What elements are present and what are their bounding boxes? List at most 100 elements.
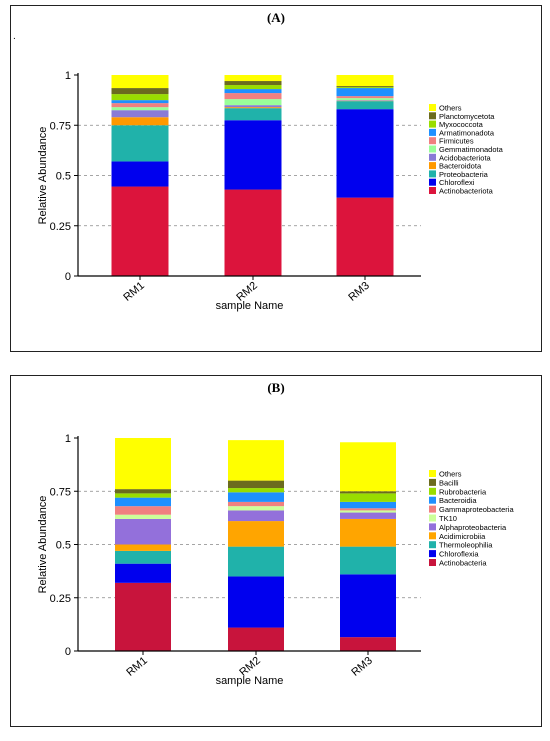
legend-label: Others	[439, 470, 462, 479]
y-tick-label: 0.5	[56, 540, 71, 552]
bar-segment-actinobacteriota-rm2	[224, 189, 282, 276]
figure-mark: .	[13, 31, 16, 42]
legend-swatch	[429, 128, 436, 136]
bar-segment-bacilli-rm2	[228, 480, 284, 489]
y-tick-label: 0.25	[50, 221, 71, 233]
bar-segment-bacilli-rm1	[115, 489, 171, 494]
legend-swatch	[429, 514, 436, 522]
bar-segment-bacteroidota-rm1	[111, 117, 169, 126]
bar-segment-bacteroidota-rm2	[224, 107, 282, 109]
bar-segment-myxococcota-rm2	[224, 85, 282, 90]
legend-swatch	[429, 112, 436, 120]
bar-segment-others-rm1	[111, 75, 169, 89]
y-tick-label: 1	[65, 70, 71, 82]
legend-label: Actinobacteria	[439, 559, 487, 568]
bar-segment-rubrobacteria-rm2	[228, 488, 284, 493]
bar-segment-firmicutes-rm1	[111, 103, 169, 108]
bar-segment-acidimicrobiia-rm2	[228, 521, 284, 547]
legend-label: Gammaproteobacteria	[439, 505, 514, 514]
x-tick-label: RM1	[121, 280, 147, 304]
y-tick-label: 0.5	[56, 171, 71, 183]
legend-label: Thermoleophilia	[439, 541, 493, 550]
bar-segment-chloroflexia-rm1	[115, 563, 171, 583]
legend-label: Others	[439, 104, 462, 113]
bar-segment-chloroflexia-rm3	[340, 574, 396, 638]
legend-swatch	[429, 162, 436, 170]
y-tick-label: 0.75	[50, 120, 71, 132]
legend-swatch	[429, 496, 436, 504]
bar-segment-acidobacteriota-rm3	[336, 100, 394, 101]
bar-segment-rubrobacteria-rm1	[115, 493, 171, 498]
bar-segment-acidobacteriota-rm2	[224, 105, 282, 108]
bar-segment-myxococcota-rm1	[111, 94, 169, 101]
bar-segment-acidimicrobiia-rm3	[340, 518, 396, 547]
legend-swatch	[429, 120, 436, 128]
legend-swatch	[429, 104, 436, 111]
legend-label: Rubrobacteria	[439, 487, 487, 496]
bar-segment-bacteroidia-rm2	[228, 492, 284, 502]
legend-swatch	[429, 470, 436, 477]
y-tick-label: 0	[65, 646, 71, 658]
bar-segment-chloroflexia-rm2	[228, 576, 284, 628]
bar-segment-actinobacteria-rm3	[340, 637, 396, 651]
legend-swatch	[429, 137, 436, 145]
y-axis-title: Relative Abundance	[37, 496, 49, 594]
bar-segment-bacilli-rm3	[340, 491, 396, 494]
legend-label: Proteobacteria	[439, 170, 489, 179]
bar-segment-actinobacteriota-rm3	[336, 197, 394, 276]
bar-segment-chloroflexi-rm2	[224, 120, 282, 190]
bar-segment-others-rm2	[228, 440, 284, 481]
bar-segment-bacteroidia-rm3	[340, 501, 396, 509]
bar-segment-gemmatimonadota-rm1	[111, 107, 169, 111]
legend-label: Chloroflexi	[439, 178, 475, 187]
x-tick-label: RM1	[124, 655, 150, 679]
legend-swatch	[429, 170, 436, 178]
legend-label: Actinobacteriota	[439, 187, 494, 196]
bar-segment-chloroflexi-rm1	[111, 161, 169, 187]
bar-segment-firmicutes-rm2	[224, 93, 282, 100]
legend-label: Gemmatimonadota	[439, 145, 504, 154]
legend-swatch	[429, 187, 436, 194]
bar-segment-armatimonadota-rm1	[111, 100, 169, 104]
x-tick-label: RM3	[346, 280, 372, 304]
bar-segment-tk10-rm1	[115, 514, 171, 519]
chart-panel-b: (B) RM1 RM2 RM3 0 0.25 0.5 0.75 1 sample Name Rel…	[10, 375, 542, 727]
chart-title: (B)	[267, 380, 285, 395]
bar-segment-bacteroidia-rm1	[115, 497, 171, 507]
bar-segment-planctomycetota-rm2	[224, 81, 282, 86]
bar-segment-armatimonadota-rm3	[336, 88, 394, 97]
legend-swatch	[429, 523, 436, 531]
bar-segment-others-rm2	[224, 75, 282, 82]
bar-segment-chloroflexi-rm3	[336, 109, 394, 198]
chart-title: (A)	[266, 10, 286, 25]
legend-swatch	[429, 153, 436, 161]
y-tick-label: 0.25	[50, 593, 71, 605]
x-tick-label: RM3	[349, 655, 375, 679]
bar-segment-gemmatimonadota-rm3	[336, 98, 394, 101]
legend-label: Chloroflexia	[439, 550, 479, 559]
bar-segment-thermoleophilia-rm3	[340, 546, 396, 575]
bar-segment-proteobacteria-rm1	[111, 125, 169, 162]
y-axis-title: Relative Abundance	[37, 127, 49, 225]
bar-segment-alphaproteobacteria-rm2	[228, 510, 284, 522]
legend-label: Alphaproteobacteria	[439, 523, 507, 532]
y-tick-label: 0	[65, 271, 71, 283]
legend-label: Firmicutes	[439, 137, 474, 146]
legend-swatch	[429, 505, 436, 513]
bar-segment-firmicutes-rm3	[336, 96, 394, 99]
bar-segment-armatimonadota-rm2	[224, 89, 282, 94]
bar-segment-actinobacteria-rm1	[115, 582, 171, 651]
legend-swatch	[429, 178, 436, 186]
bar-segment-actinobacteria-rm2	[228, 627, 284, 651]
legend-swatch	[429, 145, 436, 153]
legend-label: Bacteroidia	[439, 496, 477, 505]
bar-segment-tk10-rm3	[340, 510, 396, 513]
legend-swatch	[429, 559, 436, 566]
legend-label: TK10	[439, 514, 457, 523]
legend-label: Bacilli	[439, 478, 459, 487]
legend-label: Acidobacteriota	[439, 153, 492, 162]
bar-segment-others-rm3	[340, 442, 396, 492]
legend-swatch	[429, 541, 436, 549]
